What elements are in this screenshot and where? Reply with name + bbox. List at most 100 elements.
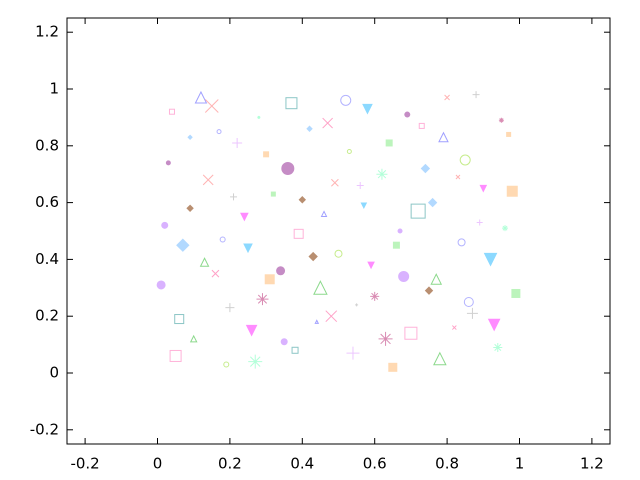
- point: [463, 297, 474, 307]
- point: [202, 174, 214, 186]
- point: [256, 293, 269, 306]
- point: [189, 334, 198, 343]
- point: [211, 269, 220, 278]
- point: [243, 243, 253, 254]
- point: [420, 163, 431, 174]
- point: [397, 228, 403, 234]
- point: [479, 184, 488, 193]
- point: [187, 134, 193, 140]
- x-tick-label: 0.2: [218, 455, 242, 473]
- point: [346, 346, 360, 360]
- point: [245, 324, 258, 337]
- point: [293, 228, 304, 239]
- point: [355, 303, 359, 307]
- point: [457, 238, 466, 247]
- point: [161, 221, 169, 229]
- point: [334, 249, 343, 258]
- point: [472, 91, 480, 99]
- point: [506, 131, 512, 137]
- point: [362, 103, 373, 115]
- point: [455, 174, 461, 180]
- y-tick-label: 0.6: [35, 193, 59, 211]
- x-tick-label: 1: [515, 455, 525, 473]
- x-tick-label: 0: [153, 455, 163, 473]
- point: [281, 162, 295, 176]
- point: [418, 122, 425, 129]
- point: [511, 288, 521, 298]
- point: [346, 148, 352, 154]
- point: [498, 117, 504, 123]
- plot-frame: [66, 17, 611, 445]
- point: [168, 108, 175, 115]
- point: [169, 349, 182, 362]
- y-tick-label: 1: [49, 80, 59, 98]
- y-tick-label: 0: [49, 364, 59, 382]
- point: [398, 270, 410, 282]
- y-tick-label: -0.2: [30, 420, 59, 438]
- point: [493, 342, 503, 352]
- point: [248, 354, 263, 369]
- x-tick-label: 0.6: [363, 455, 387, 473]
- point: [199, 257, 210, 267]
- point: [410, 203, 426, 219]
- point: [424, 286, 434, 295]
- point: [444, 94, 450, 101]
- point: [280, 338, 288, 346]
- point: [204, 99, 219, 113]
- point: [487, 318, 501, 332]
- point: [459, 154, 471, 166]
- point: [506, 185, 518, 197]
- point: [325, 310, 338, 323]
- point: [194, 90, 208, 104]
- point: [314, 319, 320, 324]
- x-tick-label: 1.2: [580, 455, 604, 473]
- x-tick-label: 0.4: [290, 455, 314, 473]
- y-tick-label: 1.2: [35, 23, 59, 41]
- point: [219, 236, 226, 243]
- point: [298, 196, 307, 204]
- point: [176, 238, 190, 252]
- point: [291, 346, 299, 354]
- point: [385, 139, 393, 147]
- point: [320, 210, 328, 217]
- point: [378, 331, 393, 346]
- point: [270, 191, 276, 197]
- point: [404, 111, 411, 118]
- x-tick-label: -0.2: [70, 455, 99, 473]
- point: [186, 204, 194, 212]
- y-tick-label: 0.4: [35, 250, 59, 268]
- point: [308, 251, 318, 262]
- point: [376, 168, 388, 180]
- point: [404, 326, 418, 340]
- point: [232, 137, 243, 148]
- point: [427, 197, 438, 208]
- point: [165, 160, 171, 166]
- point: [257, 115, 261, 119]
- point: [360, 202, 368, 210]
- point: [367, 261, 375, 270]
- point: [356, 182, 364, 190]
- point: [276, 266, 286, 276]
- point: [263, 151, 270, 158]
- x-tick-label: 0.8: [435, 455, 459, 473]
- point: [340, 94, 352, 106]
- point: [264, 274, 275, 285]
- point: [451, 325, 457, 330]
- point: [466, 307, 478, 319]
- point: [331, 178, 339, 187]
- point: [476, 219, 483, 226]
- point: [388, 362, 398, 372]
- y-tick-label: 0.8: [35, 136, 59, 154]
- point: [223, 361, 230, 368]
- point: [313, 280, 328, 295]
- point: [156, 280, 166, 290]
- point: [285, 97, 298, 110]
- point: [433, 351, 447, 366]
- point: [225, 303, 235, 313]
- point: [322, 117, 333, 129]
- point: [240, 212, 249, 222]
- point: [230, 193, 238, 201]
- point: [306, 125, 313, 132]
